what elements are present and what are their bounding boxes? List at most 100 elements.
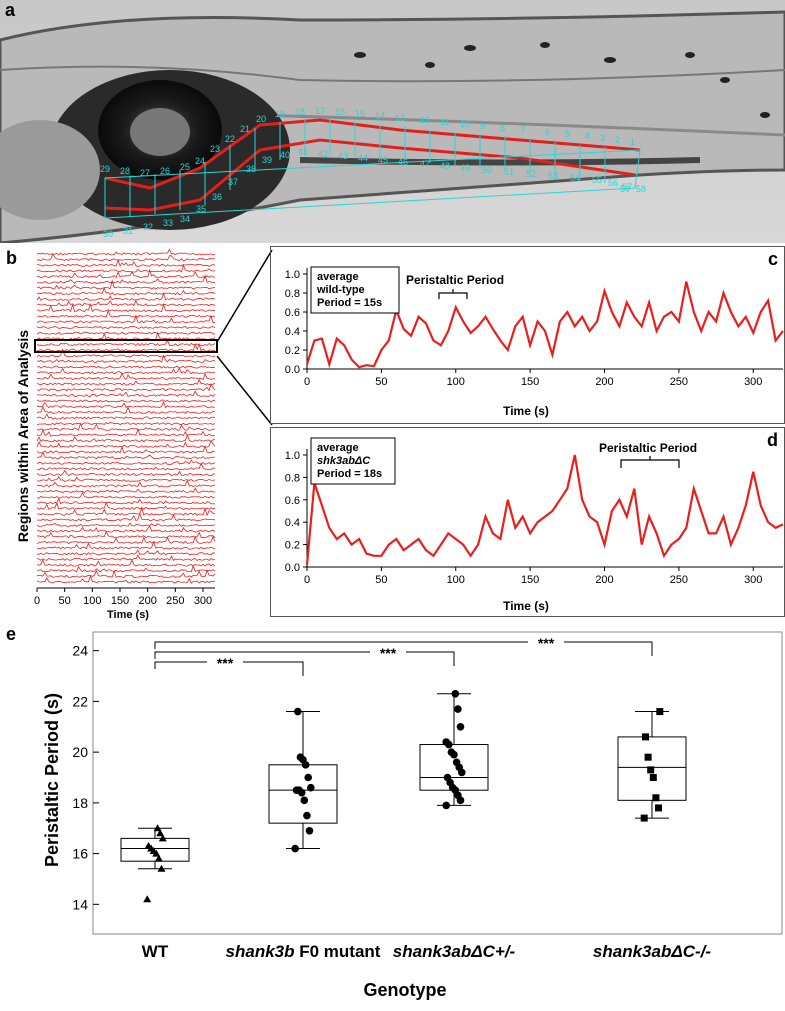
region-trace — [36, 354, 216, 364]
region-number: 28 — [120, 166, 130, 176]
panel-d: d 0 50 100 150 200 250 300 0.0 0.2 0.4 0.6 0.8 1.0 a… — [270, 427, 785, 617]
region-trace — [36, 383, 216, 392]
region-trace — [36, 331, 216, 335]
region-number: 54 — [570, 173, 580, 183]
peristaltic-annotation-d: Peristaltic Period — [599, 441, 697, 455]
data-point — [154, 854, 163, 862]
data-point — [143, 895, 152, 903]
region-trace — [36, 400, 216, 409]
region-number: 34 — [180, 214, 190, 224]
region-number: 25 — [180, 162, 190, 172]
data-point — [656, 708, 664, 716]
region-trace — [36, 309, 215, 318]
b-xtick-label: 100 — [83, 595, 101, 607]
region-number: 23 — [210, 144, 220, 154]
region-trace — [36, 264, 216, 273]
region-trace — [36, 554, 216, 562]
region-trace — [36, 378, 216, 386]
region-trace — [36, 564, 216, 573]
zoom-connector — [216, 250, 273, 426]
data-point — [300, 796, 309, 805]
region-trace — [36, 479, 216, 488]
region-number: 35 — [196, 204, 206, 214]
e-ytick-label: 16 — [72, 846, 88, 862]
highlighted-region-box — [34, 339, 218, 353]
b-xtick-label: 300 — [194, 595, 212, 607]
region-trace — [36, 522, 216, 527]
data-point — [456, 722, 465, 731]
panel-b-ylabel: Regions within Area of Analysis — [15, 330, 31, 542]
region-number: 9 — [480, 121, 485, 131]
b-xtick-label: 0 — [34, 595, 40, 607]
region-number: 5 — [565, 129, 570, 139]
region-trace — [36, 367, 216, 375]
data-point — [642, 733, 649, 741]
region-trace — [36, 497, 216, 505]
panel-b-label: b — [6, 248, 17, 268]
region-number: 15 — [355, 109, 365, 119]
region-number: 49 — [460, 163, 470, 173]
category-label: shank3abΔC-/- — [593, 942, 712, 961]
ytick-label: 0.8 — [285, 288, 300, 300]
ytick-label: 0.2 — [285, 345, 300, 357]
region-trace — [36, 314, 216, 324]
region-number: 19 — [275, 109, 285, 119]
region-number: 47 — [420, 159, 430, 169]
region-number: 17 — [315, 106, 325, 116]
region-trace — [36, 440, 216, 448]
region-trace — [36, 258, 216, 268]
region-trace — [36, 427, 216, 437]
region-number: 11 — [440, 117, 449, 127]
region-trace — [36, 422, 216, 431]
region-trace — [36, 475, 216, 482]
region-trace — [37, 506, 216, 517]
region-number: 12 — [420, 115, 430, 125]
region-number: 26 — [160, 166, 170, 176]
region-trace — [36, 372, 216, 381]
significance-bracket — [154, 641, 653, 656]
e-ytick-label: 24 — [72, 643, 88, 659]
shk3ab-trace — [305, 454, 784, 565]
panel-b-xlabel: Time (s) — [107, 609, 149, 621]
region-trace — [36, 574, 216, 584]
data-point — [304, 773, 313, 782]
region-trace — [36, 348, 216, 358]
region-trace — [36, 501, 216, 511]
region-number: 24 — [195, 156, 205, 166]
region-number: 43 — [338, 151, 348, 161]
panel-b: b 0 50 100 150 200 250 300 Time (s) Regions wi… — [0, 246, 265, 626]
legend-d-line3: Period = 18s — [317, 468, 382, 480]
panel-e-xlabel: Genotype — [363, 980, 446, 1000]
region-number: 46 — [398, 157, 408, 167]
region-number: 42 — [318, 149, 328, 159]
xtick-label: 200 — [595, 376, 613, 388]
data-point — [144, 841, 153, 849]
region-number: 40 — [280, 150, 290, 160]
data-point — [158, 834, 167, 842]
region-trace — [36, 433, 216, 443]
region-number: 10 — [460, 119, 470, 129]
panel-d-label: d — [767, 430, 778, 450]
region-trace — [36, 287, 216, 296]
data-point — [443, 773, 452, 782]
data-point — [303, 811, 311, 820]
region-number: 58 — [636, 184, 646, 194]
region-number: 4 — [585, 131, 590, 141]
data-point — [157, 864, 166, 872]
ytick-label: 0.2 — [285, 540, 300, 552]
region-trace — [36, 569, 216, 578]
region-trace — [36, 525, 216, 533]
data-point — [640, 814, 648, 822]
region-number: 53 — [548, 171, 558, 181]
region-number: 22 — [225, 134, 235, 144]
region-number: 56 — [608, 178, 618, 188]
region-number: 18 — [295, 107, 305, 117]
region-trace — [36, 339, 216, 347]
significance-marker: *** — [217, 655, 234, 671]
significance-marker: *** — [538, 635, 555, 651]
region-trace — [36, 302, 216, 313]
data-point — [305, 826, 314, 835]
region-number: 30 — [103, 229, 113, 239]
wildtype-average-chart: 0 50 100 150 200 250 300 0.0 0.2 0.4 0.6 0.8 1.0 ave… — [285, 266, 784, 418]
